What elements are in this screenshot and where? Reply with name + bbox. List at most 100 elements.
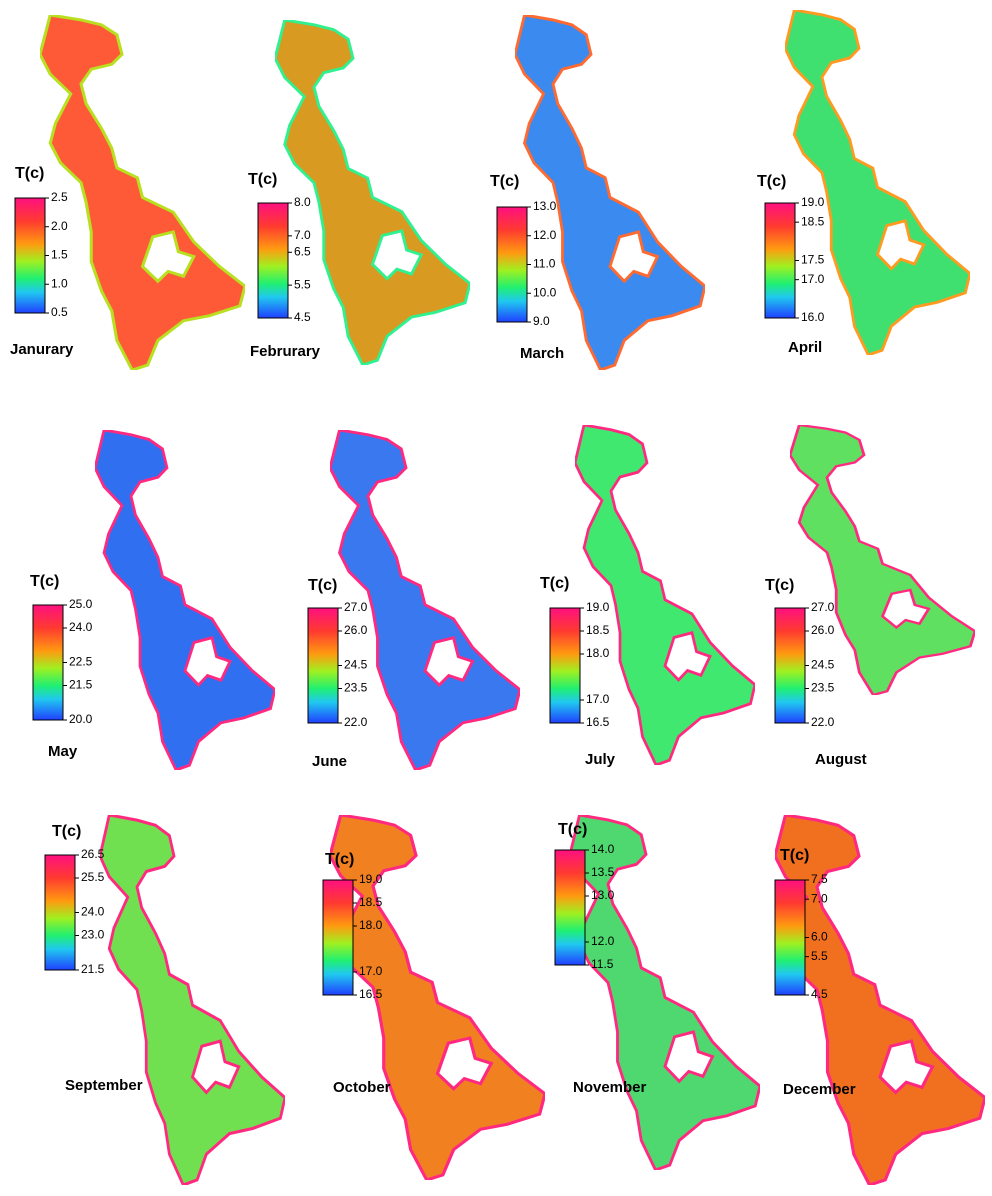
panel: T(c) 9.0 10.0 11.0 12.0 13.0 March: [490, 15, 705, 370]
tick-label: 1.0: [51, 276, 68, 290]
tick-label: 7.0: [294, 228, 311, 242]
tick-label: 8.0: [294, 195, 311, 209]
tick-label: 11.5: [591, 957, 614, 971]
panel: T(c) 16.5 17.0 18.0 18.5 19.0 July: [540, 425, 755, 768]
tick-label: 19.0: [359, 872, 383, 886]
legend-title: T(c): [558, 821, 587, 838]
tick-label: 4.5: [811, 987, 828, 1001]
colorbar: [775, 608, 805, 723]
tick-label: 1.5: [51, 248, 68, 262]
month-label: September: [65, 1077, 143, 1094]
month-label: April: [788, 339, 822, 356]
colorbar: [550, 608, 580, 723]
tick-label: 7.0: [811, 891, 828, 905]
tick-label: 18.5: [586, 623, 610, 637]
legend-title: T(c): [765, 577, 794, 594]
tick-label: 2.5: [51, 190, 68, 204]
tick-label: 18.5: [801, 214, 825, 228]
lake-map: [100, 815, 285, 1185]
tick-label: 5.5: [811, 949, 828, 963]
tick-label: 17.0: [586, 692, 610, 706]
tick-label: 18.0: [359, 918, 383, 932]
tick-label: 16.5: [359, 987, 383, 1001]
tick-label: 21.5: [81, 962, 105, 976]
legend-title: T(c): [30, 573, 59, 590]
month-label: Janurary: [10, 341, 74, 358]
legend-title: T(c): [757, 173, 786, 190]
tick-label: 19.0: [801, 195, 825, 209]
legend-title: T(c): [52, 823, 81, 840]
tick-label: 24.5: [344, 658, 368, 672]
month-label: August: [815, 751, 867, 768]
tick-label: 7.5: [811, 872, 828, 886]
colorbar: [33, 605, 63, 720]
tick-label: 23.5: [811, 681, 835, 695]
colorbar: [765, 203, 795, 318]
tick-label: 27.0: [344, 600, 368, 614]
month-label: December: [783, 1081, 856, 1098]
tick-label: 17.0: [359, 964, 383, 978]
tick-label: 17.5: [801, 253, 825, 267]
tick-label: 6.0: [811, 930, 828, 944]
tick-label: 16.5: [586, 715, 610, 729]
tick-label: 13.5: [591, 865, 615, 879]
lake-map: [775, 815, 985, 1185]
month-label: July: [585, 751, 616, 768]
colorbar: [323, 880, 353, 995]
colorbar: [497, 207, 527, 322]
tick-label: 12.0: [591, 934, 615, 948]
panel: T(c) 4.5 5.5 6.0 7.0 7.5 December: [775, 815, 985, 1185]
tick-label: 26.5: [81, 847, 105, 861]
lake-map: [790, 425, 975, 695]
month-label: Februrary: [250, 343, 321, 360]
tick-label: 24.0: [81, 905, 105, 919]
lake-map: [95, 430, 275, 770]
tick-label: 21.5: [69, 678, 93, 692]
lake-map: [785, 10, 970, 355]
tick-label: 11.0: [533, 257, 556, 271]
panel: T(c) 16.0 17.0 17.5 18.5 19.0 April: [757, 10, 970, 356]
legend-title: T(c): [490, 173, 519, 190]
month-label: May: [48, 743, 78, 760]
tick-label: 19.0: [586, 600, 610, 614]
tick-label: 14.0: [591, 842, 615, 856]
tick-label: 27.0: [811, 600, 835, 614]
tick-label: 9.0: [533, 314, 550, 328]
month-label: October: [333, 1079, 391, 1096]
month-label: November: [573, 1079, 647, 1096]
tick-label: 26.0: [811, 623, 835, 637]
tick-label: 25.5: [81, 870, 105, 884]
tick-label: 18.5: [359, 895, 383, 909]
month-label: March: [520, 345, 564, 362]
colorbar: [45, 855, 75, 970]
legend-title: T(c): [308, 577, 337, 594]
tick-label: 16.0: [801, 310, 825, 324]
tick-label: 10.0: [533, 285, 557, 299]
tick-label: 2.0: [51, 219, 68, 233]
tick-label: 13.0: [533, 199, 557, 213]
legend-title: T(c): [780, 847, 809, 864]
tick-label: 24.0: [69, 620, 93, 634]
colorbar: [555, 850, 585, 965]
colorbar: [775, 880, 805, 995]
colorbar: [258, 203, 288, 318]
tick-label: 22.5: [69, 655, 93, 669]
figure: T(c)0.51.01.52.02.5JanuraryT(c)4.55.56.5…: [0, 0, 992, 1191]
tick-label: 6.5: [294, 244, 311, 258]
tick-label: 13.0: [591, 888, 615, 902]
tick-label: 22.0: [811, 715, 835, 729]
legend-title: T(c): [540, 575, 569, 592]
legend-title: T(c): [15, 165, 44, 182]
tick-label: 23.5: [344, 681, 368, 695]
tick-label: 12.0: [533, 228, 557, 242]
tick-label: 17.0: [801, 272, 825, 286]
tick-label: 18.0: [586, 646, 610, 660]
tick-label: 26.0: [344, 623, 368, 637]
panel: T(c) 22.0 23.5 24.5 26.0 27.0 August: [765, 425, 975, 768]
tick-label: 24.5: [811, 658, 835, 672]
